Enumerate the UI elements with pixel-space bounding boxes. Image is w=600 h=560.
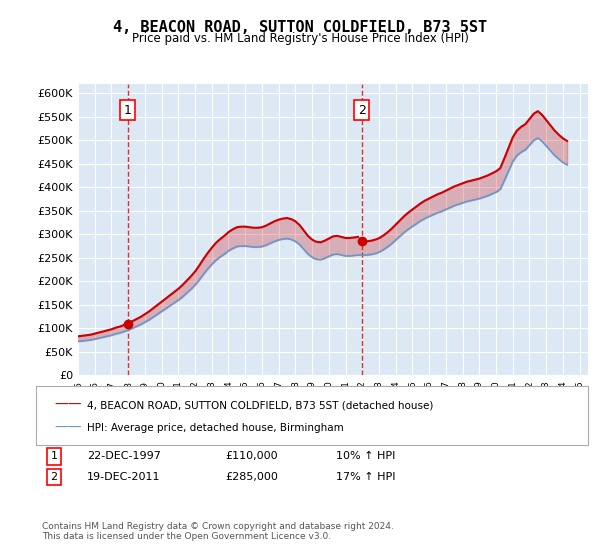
Text: 2: 2 — [50, 472, 58, 482]
Text: 4, BEACON ROAD, SUTTON COLDFIELD, B73 5ST: 4, BEACON ROAD, SUTTON COLDFIELD, B73 5S… — [113, 20, 487, 35]
Text: 4, BEACON ROAD, SUTTON COLDFIELD, B73 5ST (detached house): 4, BEACON ROAD, SUTTON COLDFIELD, B73 5S… — [87, 400, 433, 410]
Text: Price paid vs. HM Land Registry's House Price Index (HPI): Price paid vs. HM Land Registry's House … — [131, 32, 469, 45]
Text: ——: —— — [54, 421, 82, 435]
Text: 22-DEC-1997: 22-DEC-1997 — [87, 451, 161, 461]
Text: 19-DEC-2011: 19-DEC-2011 — [87, 472, 161, 482]
Text: HPI: Average price, detached house, Birmingham: HPI: Average price, detached house, Birm… — [87, 423, 344, 433]
Text: Contains HM Land Registry data © Crown copyright and database right 2024.
This d: Contains HM Land Registry data © Crown c… — [42, 522, 394, 542]
Text: 1: 1 — [124, 104, 131, 116]
Text: 1: 1 — [50, 451, 58, 461]
Text: ——: —— — [54, 398, 82, 412]
Text: 17% ↑ HPI: 17% ↑ HPI — [336, 472, 395, 482]
Text: £110,000: £110,000 — [225, 451, 278, 461]
Text: £285,000: £285,000 — [225, 472, 278, 482]
Text: 10% ↑ HPI: 10% ↑ HPI — [336, 451, 395, 461]
Text: 2: 2 — [358, 104, 365, 116]
